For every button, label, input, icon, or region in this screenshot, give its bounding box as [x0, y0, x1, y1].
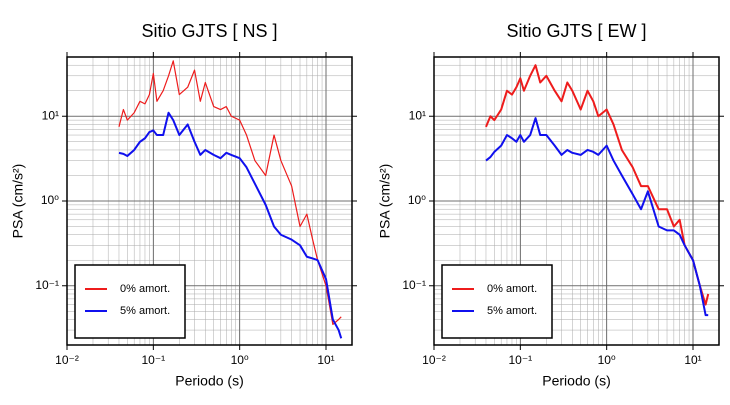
data-line — [485, 64, 710, 306]
x-tick-label: 10⁻² — [422, 353, 446, 367]
y-tick-label: 10¹ — [42, 108, 59, 122]
x-tick-label: 10⁻¹ — [141, 353, 165, 367]
data-line — [118, 60, 342, 325]
y-tick-label: 10⁻¹ — [402, 278, 426, 292]
chart-panel: 10⁻² 10⁻¹ 10⁰ 10¹ 10⁻¹ 10⁰ 10¹ Sitio GJTS [ EW … — [377, 21, 724, 389]
chart-panel: 10⁻² 10⁻¹ 10⁰ 10¹ 10⁻¹ 10⁰ 10¹ Sitio GJTS [ NS … — [10, 21, 357, 389]
x-tick-label: 10⁻¹ — [508, 353, 532, 367]
x-tick-label: 10⁻² — [55, 353, 79, 367]
legend-box — [441, 264, 553, 339]
y-tick-label: 10⁻¹ — [35, 278, 59, 292]
y-axis-label: PSA (cm/s²) — [10, 164, 26, 239]
y-axis-label: PSA (cm/s²) — [377, 164, 393, 239]
y-tick-label: 10¹ — [409, 108, 426, 122]
y-tick-label: 10⁰ — [41, 193, 59, 207]
plot-frame — [433, 56, 720, 346]
legend-label: 5% amort. — [487, 305, 537, 317]
y-tick-label: 10⁰ — [408, 193, 426, 207]
legend-label: 0% amort. — [120, 283, 170, 295]
x-axis-label: Periodo (s) — [175, 373, 243, 389]
plot-frame — [66, 56, 353, 346]
chart-title: Sitio GJTS [ NS ] — [141, 21, 277, 41]
x-tick-label: 10¹ — [684, 353, 701, 367]
data-line — [485, 117, 709, 317]
x-tick-label: 10⁰ — [598, 353, 616, 367]
x-tick-label: 10⁰ — [231, 353, 249, 367]
legend-box — [74, 264, 186, 339]
chart-title: Sitio GJTS [ EW ] — [506, 21, 646, 41]
x-tick-label: 10¹ — [317, 353, 334, 367]
legend-label: 5% amort. — [120, 305, 170, 317]
x-axis-label: Periodo (s) — [542, 373, 610, 389]
legend-label: 0% amort. — [487, 283, 537, 295]
data-line — [118, 111, 343, 339]
